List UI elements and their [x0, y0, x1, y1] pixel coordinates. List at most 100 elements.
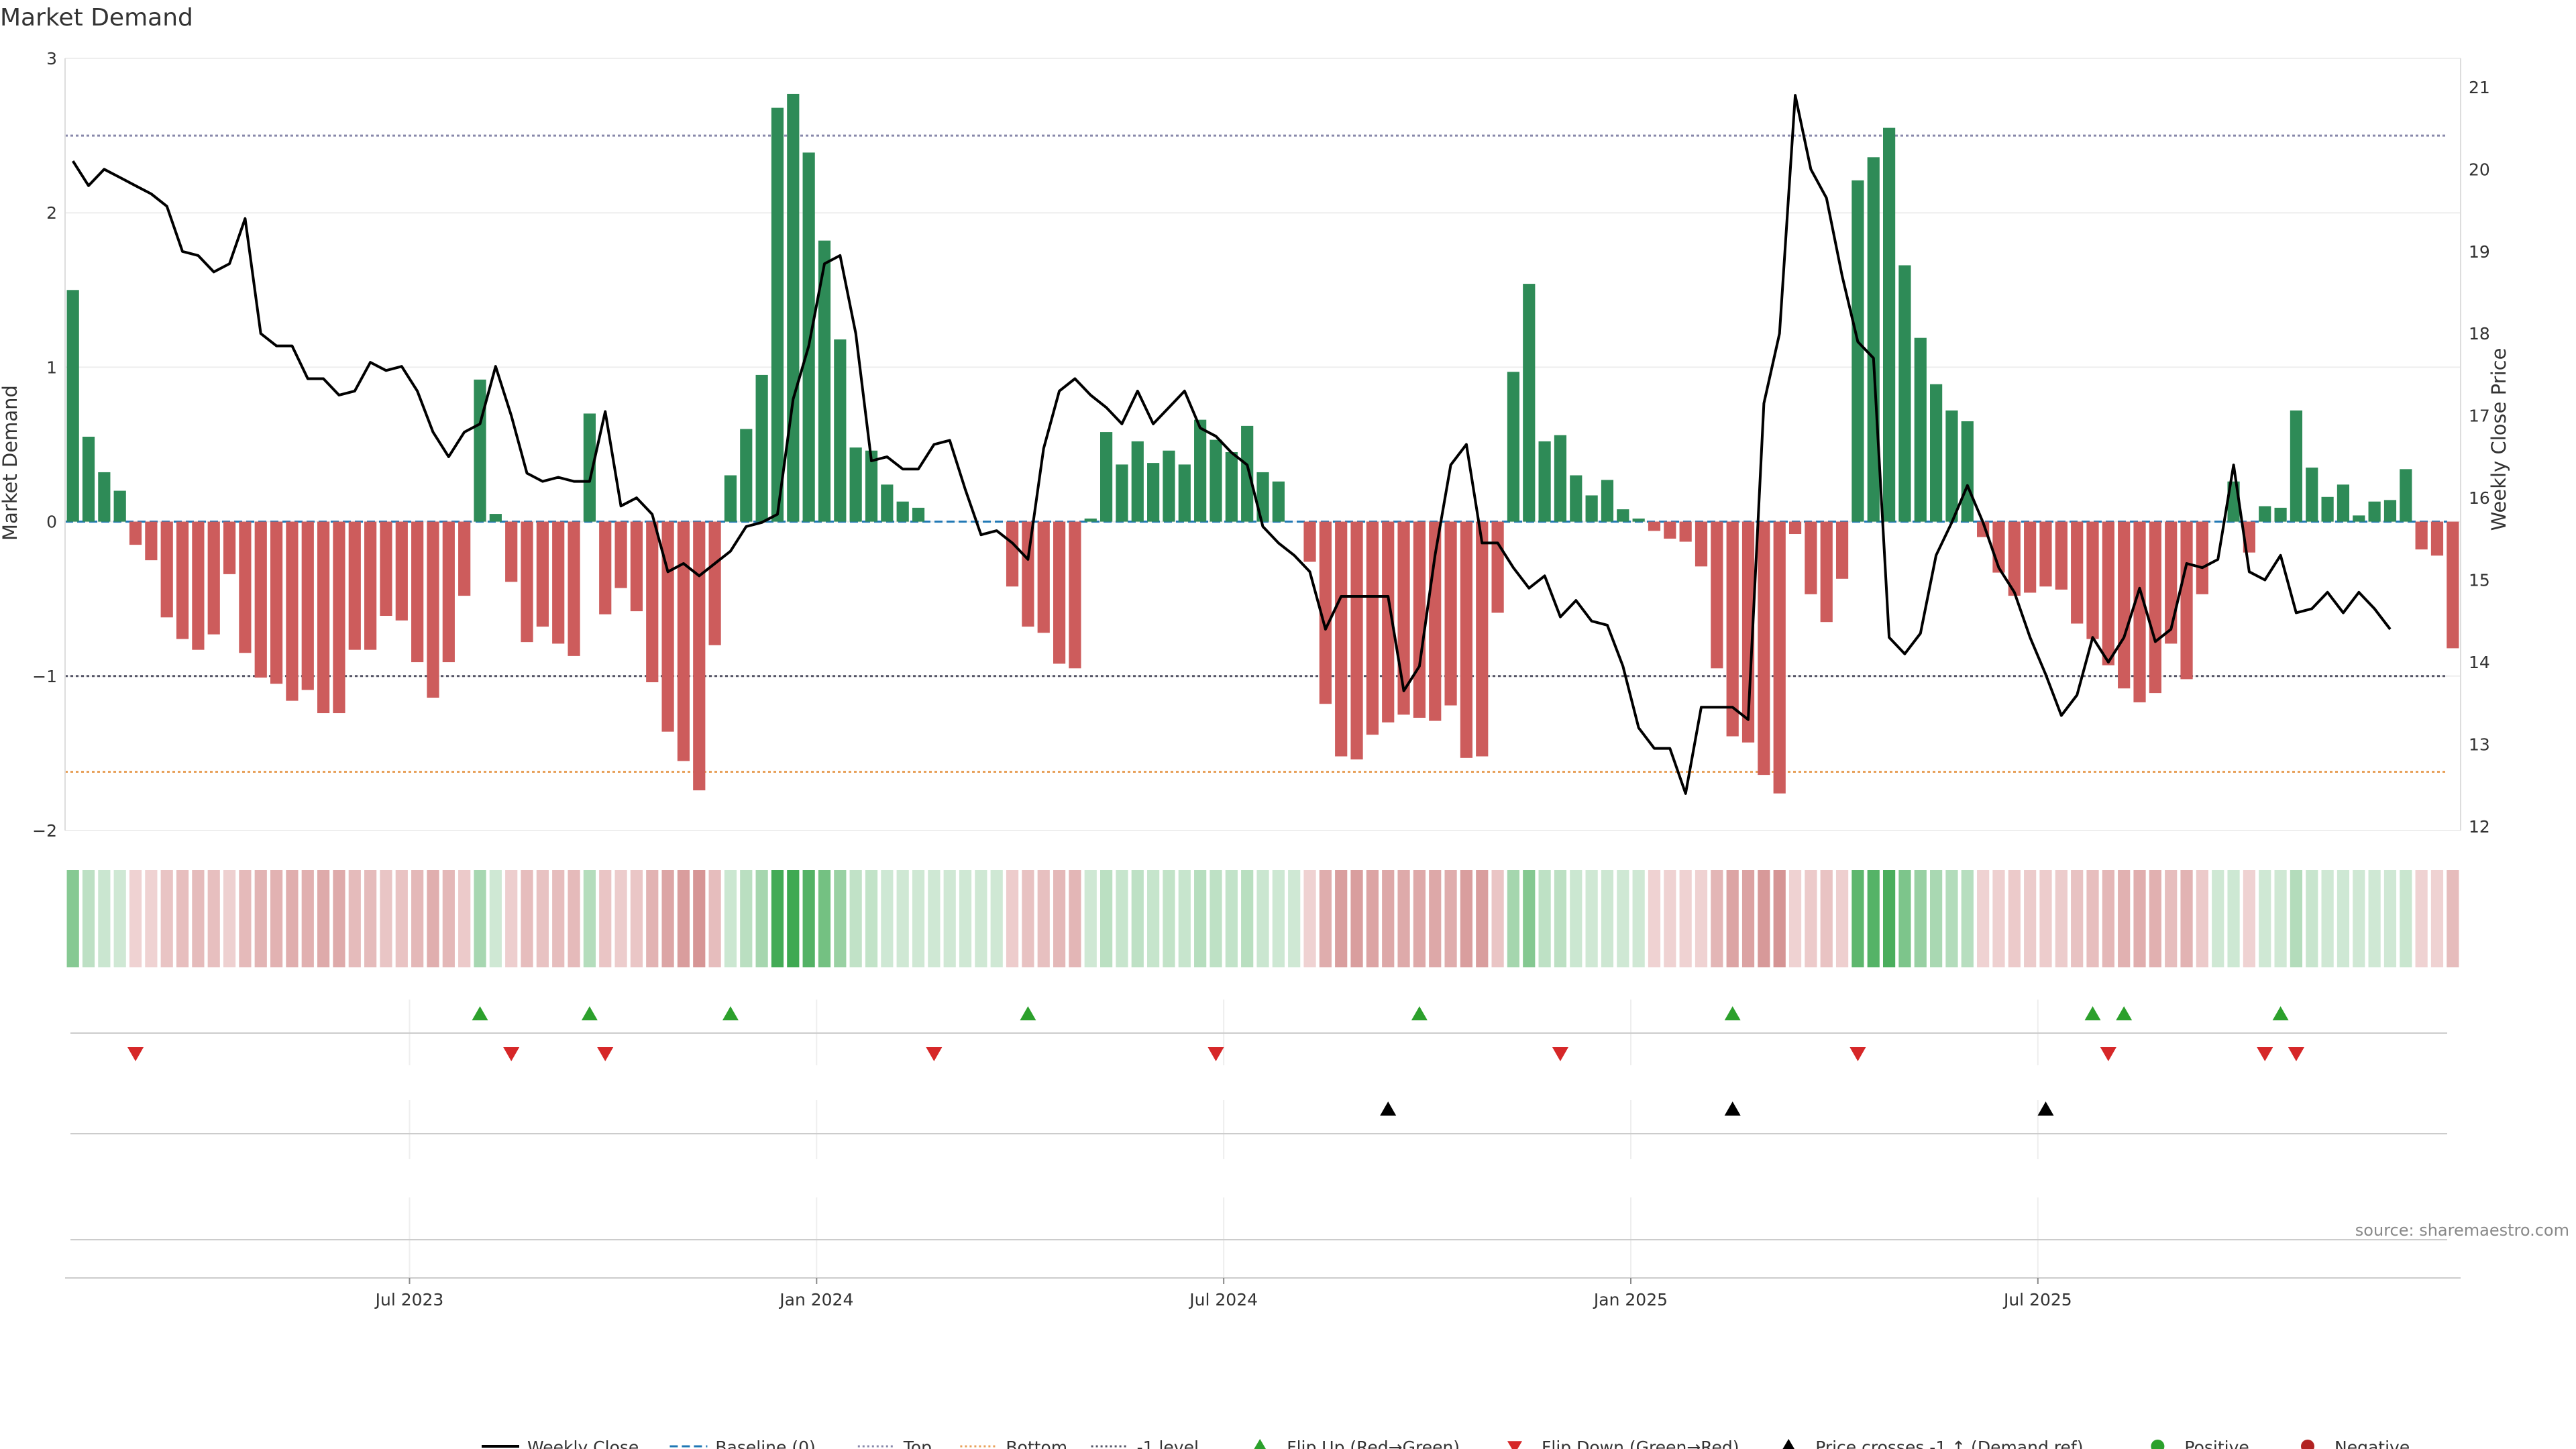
- demand-bar: [1147, 463, 1160, 522]
- demand-bar: [896, 501, 909, 522]
- heat-cell: [2368, 870, 2381, 967]
- heat-cell: [2337, 870, 2350, 967]
- demand-bar: [1679, 521, 1692, 542]
- y-tick-left: 3: [46, 49, 57, 68]
- legend-label: Flip Up (Red→Green): [1287, 1438, 1460, 1449]
- legend-item: Flip Down (Green→Red): [1507, 1438, 1739, 1449]
- flip-up-marker: [1020, 1006, 1036, 1020]
- heat-cell: [129, 870, 142, 967]
- heat-cell: [771, 870, 784, 967]
- y-tick-right: 17: [2469, 407, 2490, 426]
- heat-cell: [740, 870, 753, 967]
- flip-up-marker: [2084, 1006, 2101, 1020]
- demand-bar: [192, 521, 205, 650]
- demand-bar: [771, 107, 784, 522]
- demand-bar: [755, 374, 768, 522]
- demand-bar: [1554, 435, 1567, 522]
- grid-lines: [65, 58, 2461, 1278]
- heat-cell: [630, 870, 643, 967]
- heat-cell: [2133, 870, 2146, 967]
- demand-bar: [568, 521, 580, 656]
- heat-cell: [66, 870, 79, 967]
- heat-cell: [1664, 870, 1676, 967]
- heat-cell: [254, 870, 267, 967]
- legend-label: Price crosses -1 ↑ (Demand ref): [1815, 1438, 2083, 1449]
- demand-bar: [1382, 521, 1395, 722]
- demand-bar: [1945, 410, 1958, 522]
- demand-bar: [865, 450, 878, 522]
- demand-bar: [2337, 484, 2350, 522]
- demand-bar: [2400, 469, 2412, 522]
- heat-cell: [802, 870, 815, 967]
- demand-bar: [254, 521, 267, 678]
- demand-bar: [207, 521, 220, 635]
- demand-bar: [2180, 521, 2193, 680]
- heat-cell: [270, 870, 283, 967]
- demand-bar: [2102, 521, 2114, 665]
- price-cross-marker: [1724, 1102, 1741, 1116]
- heat-cell: [192, 870, 205, 967]
- demand-bar: [1538, 441, 1551, 522]
- heat-cell: [2447, 870, 2459, 967]
- y-tick-left: −1: [32, 667, 57, 686]
- heat-cell: [1131, 870, 1144, 967]
- heat-cell: [1585, 870, 1598, 967]
- legend-swatch: [2151, 1440, 2165, 1449]
- demand-bar: [2447, 521, 2459, 649]
- heat-cell: [1303, 870, 1316, 967]
- demand-bar: [1037, 521, 1050, 633]
- heat-cell: [1116, 870, 1128, 967]
- demand-bar: [1617, 509, 1629, 522]
- heat-cell: [1695, 870, 1708, 967]
- chart-title: Market Demand: [0, 4, 193, 32]
- heat-cell: [380, 870, 392, 967]
- demand-bar: [1069, 521, 1081, 669]
- demand-bar: [1272, 481, 1285, 522]
- heat-cell: [2180, 870, 2193, 967]
- demand-bar: [536, 521, 549, 627]
- x-tick-label: Jul 2023: [374, 1290, 444, 1309]
- demand-bar: [1882, 127, 1896, 522]
- heat-cell: [1382, 870, 1395, 967]
- demand-bar: [2008, 521, 2021, 596]
- heat-cell: [2024, 870, 2037, 967]
- demand-bar: [1820, 521, 1833, 623]
- demand-bar: [1335, 521, 1348, 757]
- legend-item: Bottom: [960, 1438, 1067, 1449]
- demand-bar: [1491, 521, 1504, 613]
- heat-cell: [98, 870, 111, 967]
- heat-cell: [755, 870, 768, 967]
- heat-cell: [1554, 870, 1567, 967]
- demand-bar: [2383, 500, 2397, 522]
- demand-bar: [646, 521, 659, 683]
- demand-bar: [1711, 521, 1723, 669]
- heat-cell: [2400, 870, 2412, 967]
- demand-bar: [2196, 521, 2208, 594]
- heat-cell: [176, 870, 189, 967]
- heat-cell: [881, 870, 894, 967]
- heat-cell: [1945, 870, 1958, 967]
- demand-bar: [1319, 521, 1332, 704]
- heat-cell: [1570, 870, 1582, 967]
- heat-cell: [364, 870, 377, 967]
- demand-bar: [740, 429, 753, 522]
- x-tick-label: Jan 2024: [778, 1290, 853, 1309]
- heat-cell: [113, 870, 126, 967]
- demand-bar: [1163, 450, 1175, 522]
- heat-cell: [1491, 870, 1504, 967]
- flip-down-marker: [127, 1047, 144, 1061]
- flip-down-marker: [597, 1047, 614, 1061]
- demand-bar: [489, 514, 502, 522]
- heat-cell: [2086, 870, 2099, 967]
- heat-cell: [1648, 870, 1661, 967]
- heat-cell: [693, 870, 706, 967]
- demand-bar: [1507, 372, 1520, 522]
- demand-heat-strip: [66, 870, 2459, 967]
- demand-bar: [1961, 421, 1974, 522]
- heat-cell: [1288, 870, 1301, 967]
- demand-bar: [630, 521, 643, 612]
- demand-bar: [881, 484, 894, 522]
- x-axis-ticks: Jul 2023 Jan 2024 Jul 2024 Jan 2025 Jul 2025: [65, 1277, 2461, 1309]
